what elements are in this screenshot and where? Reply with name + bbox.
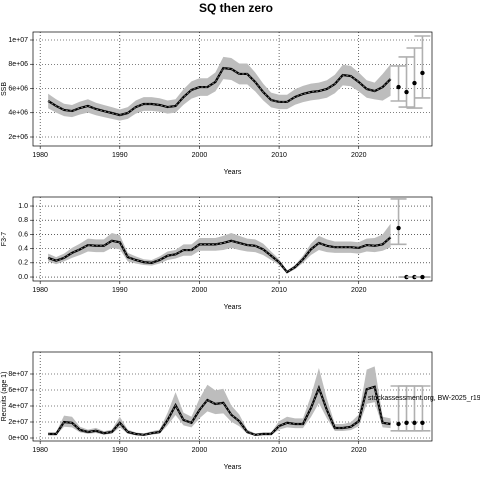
y-tick-label: 0.4 [18,245,28,252]
annotation: stockassessment.org, BW-2025_r19311_gilt… [368,395,480,402]
x-tick-label: 1990 [112,447,128,454]
x-tick-label: 2020 [351,447,367,454]
x-tick-label: 2020 [351,287,367,294]
x-tick-label: 1980 [32,287,48,294]
estimate-line-overlay [47,67,391,116]
x-tick-label: 2010 [271,152,287,159]
y-axis-label: Recruits (age 1) [1,372,8,422]
plot-frame [32,196,433,282]
y-tick-label: 1.0 [18,203,28,210]
y-tick-label: 0.0 [18,274,28,281]
y-tick-label: 8e+06 [8,61,28,68]
projection-point [404,89,409,95]
y-tick-label: 0.6 [18,231,28,238]
x-tick-label: 2000 [192,447,208,454]
projection-point [420,420,425,425]
estimate-line-overlay [48,386,391,436]
x-tick-label: 1990 [112,152,128,159]
x-axis-label: Years [224,464,242,471]
y-tick-label: 2e+07 [8,419,28,426]
y-axis-label: F3-7 [1,232,8,247]
y-tick-label: 4e+07 [8,403,28,410]
projection-point [404,420,409,425]
y-tick-label: 6e+07 [8,387,28,394]
confidence-band [48,223,391,274]
plot-area [48,366,431,436]
y-tick-label: 2e+06 [8,134,28,141]
plot-frame [32,31,433,147]
x-axis-label: Years [224,304,242,311]
projection-point [420,70,425,76]
y-tick-label: 8e+07 [8,371,28,378]
y-tick-label: 0.2 [18,260,28,267]
plot-area [47,198,431,280]
projection-point [396,225,401,231]
plot-area [47,35,431,121]
x-tick-label: 2020 [351,152,367,159]
chart-title: SQ then zero [199,1,273,15]
projection-point [396,421,401,427]
projection-point [412,80,417,86]
projection-point [412,420,417,425]
x-tick-label: 2000 [192,287,208,294]
y-tick-label: 1e+07 [8,37,28,44]
x-tick-label: 2010 [271,287,287,294]
x-axis-label: Years [224,169,242,176]
confidence-band [48,56,391,121]
x-tick-label: 2000 [192,152,208,159]
projection-point [420,274,425,280]
x-tick-label: 1990 [112,287,128,294]
y-tick-label: 0.8 [18,217,28,224]
y-tick-label: 6e+06 [8,85,28,92]
x-tick-label: 2010 [271,447,287,454]
projection-point [396,84,401,90]
estimate-line-overlay [47,236,391,273]
y-tick-label: 4e+06 [8,110,28,117]
plot-frame [32,351,433,442]
y-tick-label: 0e+00 [8,435,28,442]
x-tick-label: 1980 [32,152,48,159]
y-axis-label: SSB [1,82,8,96]
x-tick-label: 1980 [32,447,48,454]
